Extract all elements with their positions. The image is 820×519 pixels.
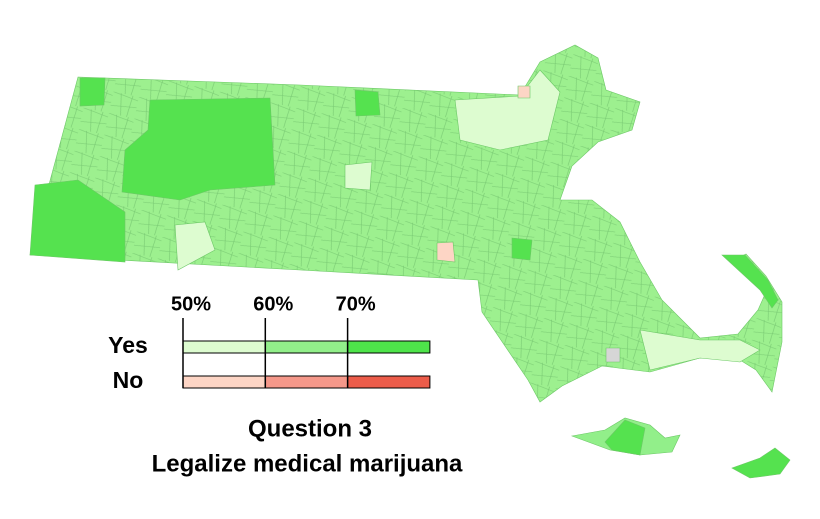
legend-row-label: No	[113, 367, 144, 393]
title-line-2: Legalize medical marijuana	[152, 450, 463, 477]
dark-green-towns	[354, 89, 381, 117]
no-majority-town	[517, 85, 531, 99]
dark-green-towns	[511, 237, 533, 261]
light-green-towns	[454, 69, 561, 151]
light-green-towns	[174, 221, 216, 271]
dark-green-towns	[721, 254, 779, 309]
legend-tick-label: 60%	[253, 293, 293, 315]
legend-swatch	[264, 375, 349, 389]
dark-green-towns	[79, 77, 106, 107]
legend-swatch	[264, 340, 349, 354]
no-majority-town	[436, 241, 456, 263]
legend-swatch	[347, 340, 431, 354]
marthas-vineyard-west	[604, 419, 646, 456]
legend-tick-label: 70%	[336, 293, 376, 315]
dark-green-towns	[121, 97, 276, 201]
legend-swatch	[182, 375, 266, 389]
legend-swatch	[182, 340, 266, 354]
title-line-1: Question 3	[248, 415, 372, 442]
dark-green-towns	[29, 179, 126, 263]
legend-tick-label: 50%	[171, 293, 211, 315]
massachusetts-map	[29, 44, 791, 479]
light-green-towns	[344, 161, 373, 191]
light-green-towns	[639, 329, 761, 371]
no-data-town	[605, 347, 621, 363]
legend: Yes No 50% 60% 70%	[108, 293, 431, 393]
legend-row-label: Yes	[108, 332, 148, 358]
legend-swatch	[347, 375, 431, 389]
nantucket	[731, 447, 791, 479]
